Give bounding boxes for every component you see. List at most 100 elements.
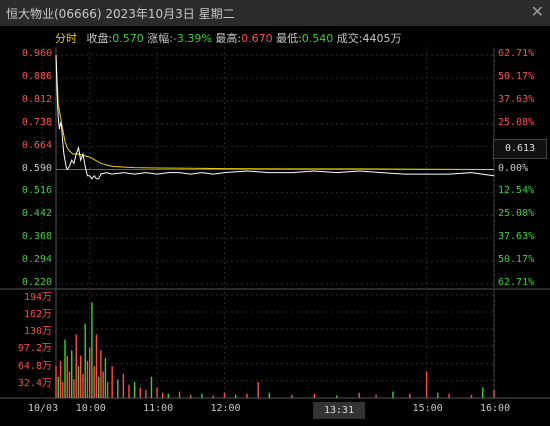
pct-tick-label: 37.63% <box>498 93 535 105</box>
volume-bar <box>448 393 450 398</box>
volume-value: 4405万 <box>362 32 402 45</box>
mode-label[interactable]: 分时 <box>55 32 77 45</box>
time-cursor-label: 13:31 <box>313 402 365 419</box>
volume-bar <box>150 376 153 398</box>
high-value: 0.670 <box>241 32 273 45</box>
pct-tick-label: 50.17% <box>498 70 535 82</box>
volume-label: 成交: <box>336 32 363 45</box>
time-tick-label: 15:00 <box>412 403 443 414</box>
volume-bar <box>167 393 170 398</box>
pct-tick-label: 12.54% <box>498 185 535 197</box>
window-title: 恒大物业(06666) 2023年10月3日 星期二 <box>6 7 235 21</box>
volume-bar <box>117 379 119 398</box>
volume-bar <box>145 390 147 398</box>
volume-bar <box>97 376 100 398</box>
price-tick-label: 0.368 <box>21 231 52 243</box>
volume-bar <box>104 358 107 398</box>
volume-bar <box>493 390 495 398</box>
volume-bar <box>86 360 89 398</box>
close-value: 0.570 <box>112 32 144 45</box>
cursor-price-label: 0.613 <box>493 139 547 159</box>
volume-bar <box>100 350 102 398</box>
info-bar: 分时 收盘:0.570 涨幅:-3.39% 最高:0.670 最低:0.540 … <box>55 30 402 46</box>
price-tick-label: 0.886 <box>21 70 52 82</box>
time-tick-label: 10:00 <box>75 403 106 414</box>
price-tick-label: 0.812 <box>21 93 52 105</box>
price-tick-label: 0.220 <box>21 277 52 288</box>
volume-bar <box>336 395 338 398</box>
price-tick-label: 0.442 <box>21 208 52 220</box>
volume-bar <box>178 391 181 398</box>
volume-bar <box>73 379 75 398</box>
volume-bar <box>82 374 84 398</box>
time-tick-label: 11:00 <box>143 403 174 414</box>
volume-bar <box>234 394 237 398</box>
price-tick-label: 0.664 <box>21 139 52 151</box>
volume-bar <box>71 350 73 398</box>
title-bar: 恒大物业(06666) 2023年10月3日 星期二 ✕ <box>0 0 550 26</box>
volume-bar <box>161 392 164 398</box>
pct-tick-label: 62.71% <box>498 277 535 288</box>
volume-bar <box>268 392 271 398</box>
volume-bar <box>190 394 192 398</box>
volume-bar <box>425 371 428 398</box>
price-tick-label: 0.516 <box>21 185 52 197</box>
volume-bar <box>93 366 95 398</box>
change-label: 涨幅: <box>147 32 173 45</box>
volume-bar <box>106 382 109 398</box>
volume-bar <box>313 393 316 398</box>
pct-tick-label: 25.08% <box>498 208 535 220</box>
volume-tick-label: 32.4万 <box>17 377 52 389</box>
volume-bar <box>57 376 59 398</box>
volume-bar <box>375 394 377 398</box>
high-label: 最高: <box>215 32 242 45</box>
volume-bar <box>122 374 125 398</box>
volume-bar <box>246 393 248 398</box>
volume-bar <box>62 382 64 398</box>
volume-bar <box>409 393 411 398</box>
time-tick-label: 16:00 <box>480 403 511 414</box>
volume-bar <box>91 302 93 398</box>
volume-bar <box>59 360 62 398</box>
volume-bar <box>128 384 130 398</box>
volume-bar <box>66 355 68 398</box>
price-tick-label: 0.738 <box>21 116 52 128</box>
volume-bar <box>156 387 158 398</box>
volume-tick-label: 162万 <box>23 308 52 320</box>
volume-bar <box>358 392 360 398</box>
volume-tick-label: 64.8万 <box>17 360 52 372</box>
pct-tick-label: 50.17% <box>498 254 535 266</box>
volume-bar <box>212 395 214 398</box>
pct-tick-label: 25.08% <box>498 116 535 128</box>
volume-tick-label: 194万 <box>23 292 52 303</box>
volume-bar <box>437 392 439 398</box>
volume-tick-label: 97.2万 <box>17 343 52 355</box>
volume-tick-label: 130万 <box>23 325 52 337</box>
volume-bar <box>291 394 293 398</box>
volume-bar <box>482 387 484 398</box>
change-value: -3.39% <box>172 32 212 45</box>
price-line <box>55 54 495 180</box>
price-tick-label: 0.294 <box>21 254 52 266</box>
volume-bar <box>257 382 259 398</box>
volume-bar <box>223 392 226 398</box>
volume-bar <box>201 393 203 398</box>
volume-bar <box>80 355 82 398</box>
pct-tick-label: 62.71% <box>498 48 535 59</box>
low-value: 0.540 <box>301 32 334 45</box>
time-tick-label: 12:00 <box>210 403 241 414</box>
close-label: 收盘: <box>86 32 113 45</box>
price-tick-label: 0.960 <box>21 48 52 59</box>
close-icon[interactable]: ✕ <box>530 2 544 21</box>
volume-bar <box>55 366 57 398</box>
volume-bar <box>68 371 71 398</box>
volume-bar <box>392 391 394 398</box>
volume-bar <box>64 339 66 398</box>
time-tick-label: 10/03 <box>28 403 59 414</box>
volume-bar <box>133 382 136 398</box>
low-label: 最低: <box>276 32 302 45</box>
pct-tick-label: 0.00% <box>498 162 529 174</box>
volume-bar <box>84 323 86 398</box>
volume-bar <box>111 366 113 398</box>
